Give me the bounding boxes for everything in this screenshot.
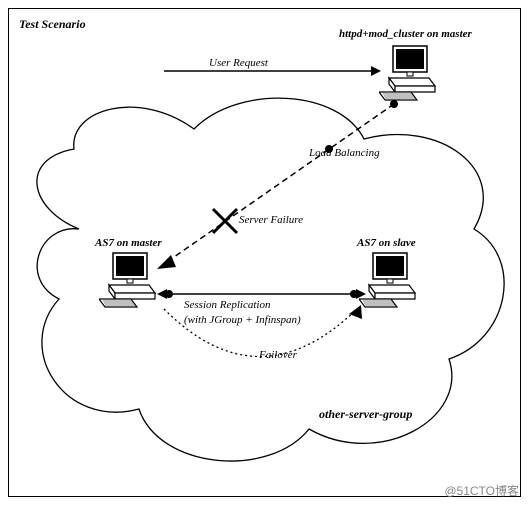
slave-server-icon bbox=[359, 251, 419, 306]
server-group-label: other-server-group bbox=[319, 407, 412, 422]
server-failure-mark bbox=[213, 209, 237, 233]
session-repl-label-2: (with JGroup + Infinspan) bbox=[184, 314, 301, 326]
httpd-server-icon bbox=[379, 44, 439, 99]
as7-master-label: AS7 on master bbox=[95, 237, 162, 249]
load-balancing-label: Load Balancing bbox=[309, 147, 380, 159]
server-failure-label: Server Failure bbox=[239, 214, 303, 226]
title-label: Test Scenario bbox=[19, 17, 86, 32]
user-request-label: User Request bbox=[209, 57, 268, 69]
httpd-label: httpd+mod_cluster on master bbox=[339, 28, 472, 40]
diagram-frame: Test Scenario httpd+mod_cluster on maste… bbox=[8, 8, 521, 497]
as7-slave-label: AS7 on slave bbox=[357, 237, 416, 249]
master-server-icon bbox=[99, 251, 159, 306]
diagram-svg bbox=[9, 9, 522, 498]
edge-dot bbox=[165, 290, 173, 298]
edge-dot bbox=[350, 290, 358, 298]
session-repl-label-1: Session Replication bbox=[184, 299, 270, 311]
arrow-head bbox=[157, 255, 176, 269]
watermark: @51CTO博客 bbox=[444, 482, 519, 499]
failover-label: Failover bbox=[259, 349, 297, 361]
